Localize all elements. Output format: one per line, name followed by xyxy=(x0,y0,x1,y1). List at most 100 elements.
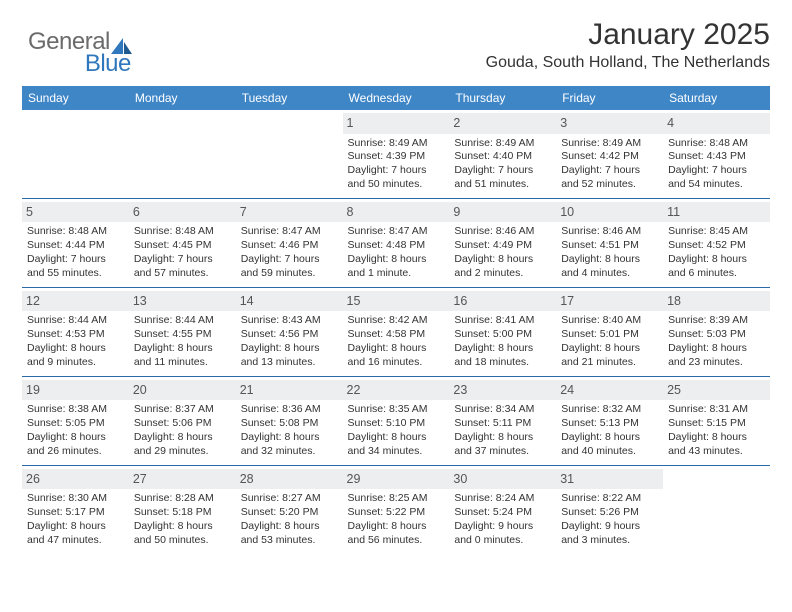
day-info: Sunrise: 8:25 AMSunset: 5:22 PMDaylight:… xyxy=(348,492,445,547)
calendar-day-cell: 4 Sunrise: 8:48 AMSunset: 4:43 PMDaylight… xyxy=(663,110,770,198)
day-info: Sunrise: 8:28 AMSunset: 5:18 PMDaylight:… xyxy=(134,492,231,547)
calendar-day-cell: 21Sunrise: 8:36 AMSunset: 5:08 PMDayligh… xyxy=(236,376,343,465)
daylight-line1: Daylight: 7 hours xyxy=(668,164,765,178)
daylight-line1: Daylight: 8 hours xyxy=(27,342,124,356)
day-number: 13 xyxy=(129,291,236,312)
sunset-line: Sunset: 5:08 PM xyxy=(241,417,338,431)
daylight-line1: Daylight: 8 hours xyxy=(454,253,551,267)
daylight-line1: Daylight: 8 hours xyxy=(454,342,551,356)
day-info: Sunrise: 8:48 AMSunset: 4:44 PMDaylight:… xyxy=(27,225,124,280)
sunset-line: Sunset: 4:56 PM xyxy=(241,328,338,342)
daylight-line2: and 37 minutes. xyxy=(454,445,551,459)
daylight-line2: and 3 minutes. xyxy=(561,534,658,548)
calendar-day-cell: 13Sunrise: 8:44 AMSunset: 4:55 PMDayligh… xyxy=(129,287,236,376)
sunrise-line: Sunrise: 8:49 AM xyxy=(561,137,658,151)
daylight-line1: Daylight: 8 hours xyxy=(348,342,445,356)
sunset-line: Sunset: 4:42 PM xyxy=(561,150,658,164)
day-info: Sunrise: 8:46 AMSunset: 4:51 PMDaylight:… xyxy=(561,225,658,280)
day-info: Sunrise: 8:48 AMSunset: 4:43 PMDaylight:… xyxy=(668,137,765,192)
day-number: 24 xyxy=(556,380,663,401)
daylight-line2: and 11 minutes. xyxy=(134,356,231,370)
daylight-line1: Daylight: 7 hours xyxy=(134,253,231,267)
sunset-line: Sunset: 4:43 PM xyxy=(668,150,765,164)
daylight-line2: and 16 minutes. xyxy=(348,356,445,370)
day-info: Sunrise: 8:44 AMSunset: 4:55 PMDaylight:… xyxy=(134,314,231,369)
daylight-line2: and 40 minutes. xyxy=(561,445,658,459)
calendar-day-cell: 5Sunrise: 8:48 AMSunset: 4:44 PMDaylight… xyxy=(22,198,129,287)
daylight-line1: Daylight: 8 hours xyxy=(134,431,231,445)
sunrise-line: Sunrise: 8:38 AM xyxy=(27,403,124,417)
calendar-day-cell: 12Sunrise: 8:44 AMSunset: 4:53 PMDayligh… xyxy=(22,287,129,376)
day-info: Sunrise: 8:47 AMSunset: 4:46 PMDaylight:… xyxy=(241,225,338,280)
day-info: Sunrise: 8:49 AMSunset: 4:40 PMDaylight:… xyxy=(454,137,551,192)
calendar-week-row: 19Sunrise: 8:38 AMSunset: 5:05 PMDayligh… xyxy=(22,376,770,465)
daylight-line1: Daylight: 9 hours xyxy=(454,520,551,534)
day-info: Sunrise: 8:30 AMSunset: 5:17 PMDaylight:… xyxy=(27,492,124,547)
daylight-line1: Daylight: 8 hours xyxy=(348,431,445,445)
day-info: Sunrise: 8:31 AMSunset: 5:15 PMDaylight:… xyxy=(668,403,765,458)
day-number: 14 xyxy=(236,291,343,312)
sunrise-line: Sunrise: 8:48 AM xyxy=(134,225,231,239)
daylight-line2: and 1 minute. xyxy=(348,267,445,281)
calendar-day-cell xyxy=(663,465,770,553)
daylight-line2: and 32 minutes. xyxy=(241,445,338,459)
day-info: Sunrise: 8:37 AMSunset: 5:06 PMDaylight:… xyxy=(134,403,231,458)
daylight-line2: and 26 minutes. xyxy=(27,445,124,459)
day-number: 11 xyxy=(663,202,770,223)
day-info: Sunrise: 8:27 AMSunset: 5:20 PMDaylight:… xyxy=(241,492,338,547)
sunrise-line: Sunrise: 8:44 AM xyxy=(134,314,231,328)
sunset-line: Sunset: 5:05 PM xyxy=(27,417,124,431)
sunrise-line: Sunrise: 8:24 AM xyxy=(454,492,551,506)
day-info: Sunrise: 8:22 AMSunset: 5:26 PMDaylight:… xyxy=(561,492,658,547)
sunset-line: Sunset: 5:01 PM xyxy=(561,328,658,342)
day-number: 21 xyxy=(236,380,343,401)
day-number: 8 xyxy=(343,202,450,223)
daylight-line2: and 50 minutes. xyxy=(348,178,445,192)
calendar-day-cell: 14Sunrise: 8:43 AMSunset: 4:56 PMDayligh… xyxy=(236,287,343,376)
sunrise-line: Sunrise: 8:22 AM xyxy=(561,492,658,506)
sunset-line: Sunset: 4:53 PM xyxy=(27,328,124,342)
daylight-line1: Daylight: 7 hours xyxy=(27,253,124,267)
sunset-line: Sunset: 4:39 PM xyxy=(348,150,445,164)
daylight-line2: and 21 minutes. xyxy=(561,356,658,370)
daylight-line2: and 50 minutes. xyxy=(134,534,231,548)
day-number: 9 xyxy=(449,202,556,223)
day-number: 26 xyxy=(22,469,129,490)
calendar-day-cell: 28Sunrise: 8:27 AMSunset: 5:20 PMDayligh… xyxy=(236,465,343,553)
daylight-line1: Daylight: 8 hours xyxy=(561,253,658,267)
calendar-week-row: 26Sunrise: 8:30 AMSunset: 5:17 PMDayligh… xyxy=(22,465,770,553)
sunset-line: Sunset: 4:46 PM xyxy=(241,239,338,253)
sunrise-line: Sunrise: 8:39 AM xyxy=(668,314,765,328)
day-info: Sunrise: 8:49 AMSunset: 4:39 PMDaylight:… xyxy=(348,137,445,192)
month-title: January 2025 xyxy=(486,18,770,52)
daylight-line1: Daylight: 8 hours xyxy=(27,520,124,534)
sunset-line: Sunset: 4:44 PM xyxy=(27,239,124,253)
daylight-line1: Daylight: 8 hours xyxy=(561,342,658,356)
day-info: Sunrise: 8:40 AMSunset: 5:01 PMDaylight:… xyxy=(561,314,658,369)
daylight-line2: and 59 minutes. xyxy=(241,267,338,281)
day-number: 4 xyxy=(663,113,770,134)
sunset-line: Sunset: 5:24 PM xyxy=(454,506,551,520)
daylight-line1: Daylight: 7 hours xyxy=(241,253,338,267)
calendar-day-cell: 8Sunrise: 8:47 AMSunset: 4:48 PMDaylight… xyxy=(343,198,450,287)
daylight-line2: and 47 minutes. xyxy=(27,534,124,548)
day-number: 20 xyxy=(129,380,236,401)
day-info: Sunrise: 8:39 AMSunset: 5:03 PMDaylight:… xyxy=(668,314,765,369)
day-info: Sunrise: 8:36 AMSunset: 5:08 PMDaylight:… xyxy=(241,403,338,458)
calendar-day-cell xyxy=(236,110,343,198)
daylight-line2: and 18 minutes. xyxy=(454,356,551,370)
daylight-line2: and 34 minutes. xyxy=(348,445,445,459)
sunset-line: Sunset: 5:18 PM xyxy=(134,506,231,520)
weekday-header: Saturday xyxy=(663,86,770,110)
calendar-week-row: 1Sunrise: 8:49 AMSunset: 4:39 PMDaylight… xyxy=(22,110,770,198)
daylight-line1: Daylight: 7 hours xyxy=(454,164,551,178)
sunrise-line: Sunrise: 8:34 AM xyxy=(454,403,551,417)
sunset-line: Sunset: 5:13 PM xyxy=(561,417,658,431)
daylight-line2: and 55 minutes. xyxy=(27,267,124,281)
sunset-line: Sunset: 4:48 PM xyxy=(348,239,445,253)
calendar-day-cell: 11Sunrise: 8:45 AMSunset: 4:52 PMDayligh… xyxy=(663,198,770,287)
daylight-line2: and 23 minutes. xyxy=(668,356,765,370)
calendar-day-cell: 25Sunrise: 8:31 AMSunset: 5:15 PMDayligh… xyxy=(663,376,770,465)
calendar-day-cell: 3Sunrise: 8:49 AMSunset: 4:42 PMDaylight… xyxy=(556,110,663,198)
calendar-day-cell: 30Sunrise: 8:24 AMSunset: 5:24 PMDayligh… xyxy=(449,465,556,553)
